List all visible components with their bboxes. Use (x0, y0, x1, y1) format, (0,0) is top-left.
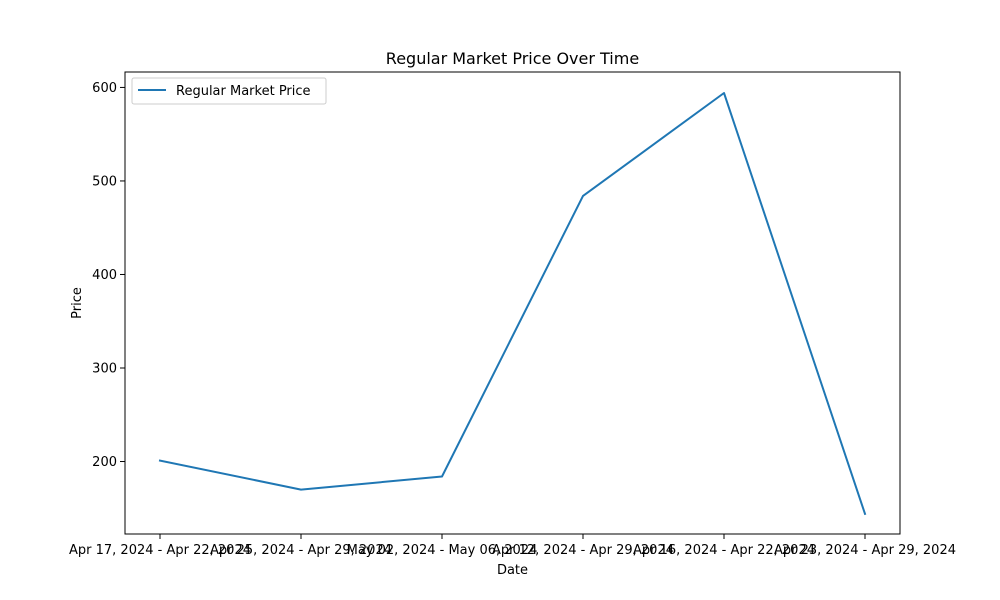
series-line (158, 92, 867, 516)
legend-label: Regular Market Price (176, 84, 311, 99)
legend: Regular Market Price (131, 77, 327, 105)
y-axis-label: Price (70, 287, 85, 319)
plot-area (158, 92, 867, 516)
x-tick-label: Apr 23, 2024 - Apr 29, 2024 (774, 543, 956, 558)
chart-title: Regular Market Price Over Time (386, 49, 639, 68)
x-axis-label: Date (497, 563, 528, 578)
legend-box (131, 77, 327, 105)
plot-frame (124, 71, 901, 535)
x-tick-label: Apr 12, 2024 - Apr 29, 2024 (492, 543, 674, 558)
y-tick-label: 300 (92, 361, 117, 376)
y-tick-label: 400 (92, 268, 117, 283)
y-tick-label: 500 (92, 174, 117, 189)
x-tick-label: Apr 17, 2024 - Apr 22, 2024 (69, 543, 251, 558)
y-axis: 200 300 400 500 600 (92, 81, 125, 470)
x-tick-label: Apr 25, 2024 - Apr 29, 2024 (210, 543, 392, 558)
x-tick-label: Apr 16, 2024 - Apr 22, 2024 (633, 543, 815, 558)
y-tick-label: 200 (92, 455, 117, 470)
y-tick-label: 600 (92, 81, 117, 96)
x-tick-label: May 02, 2024 - May 06, 2024 (347, 543, 538, 558)
